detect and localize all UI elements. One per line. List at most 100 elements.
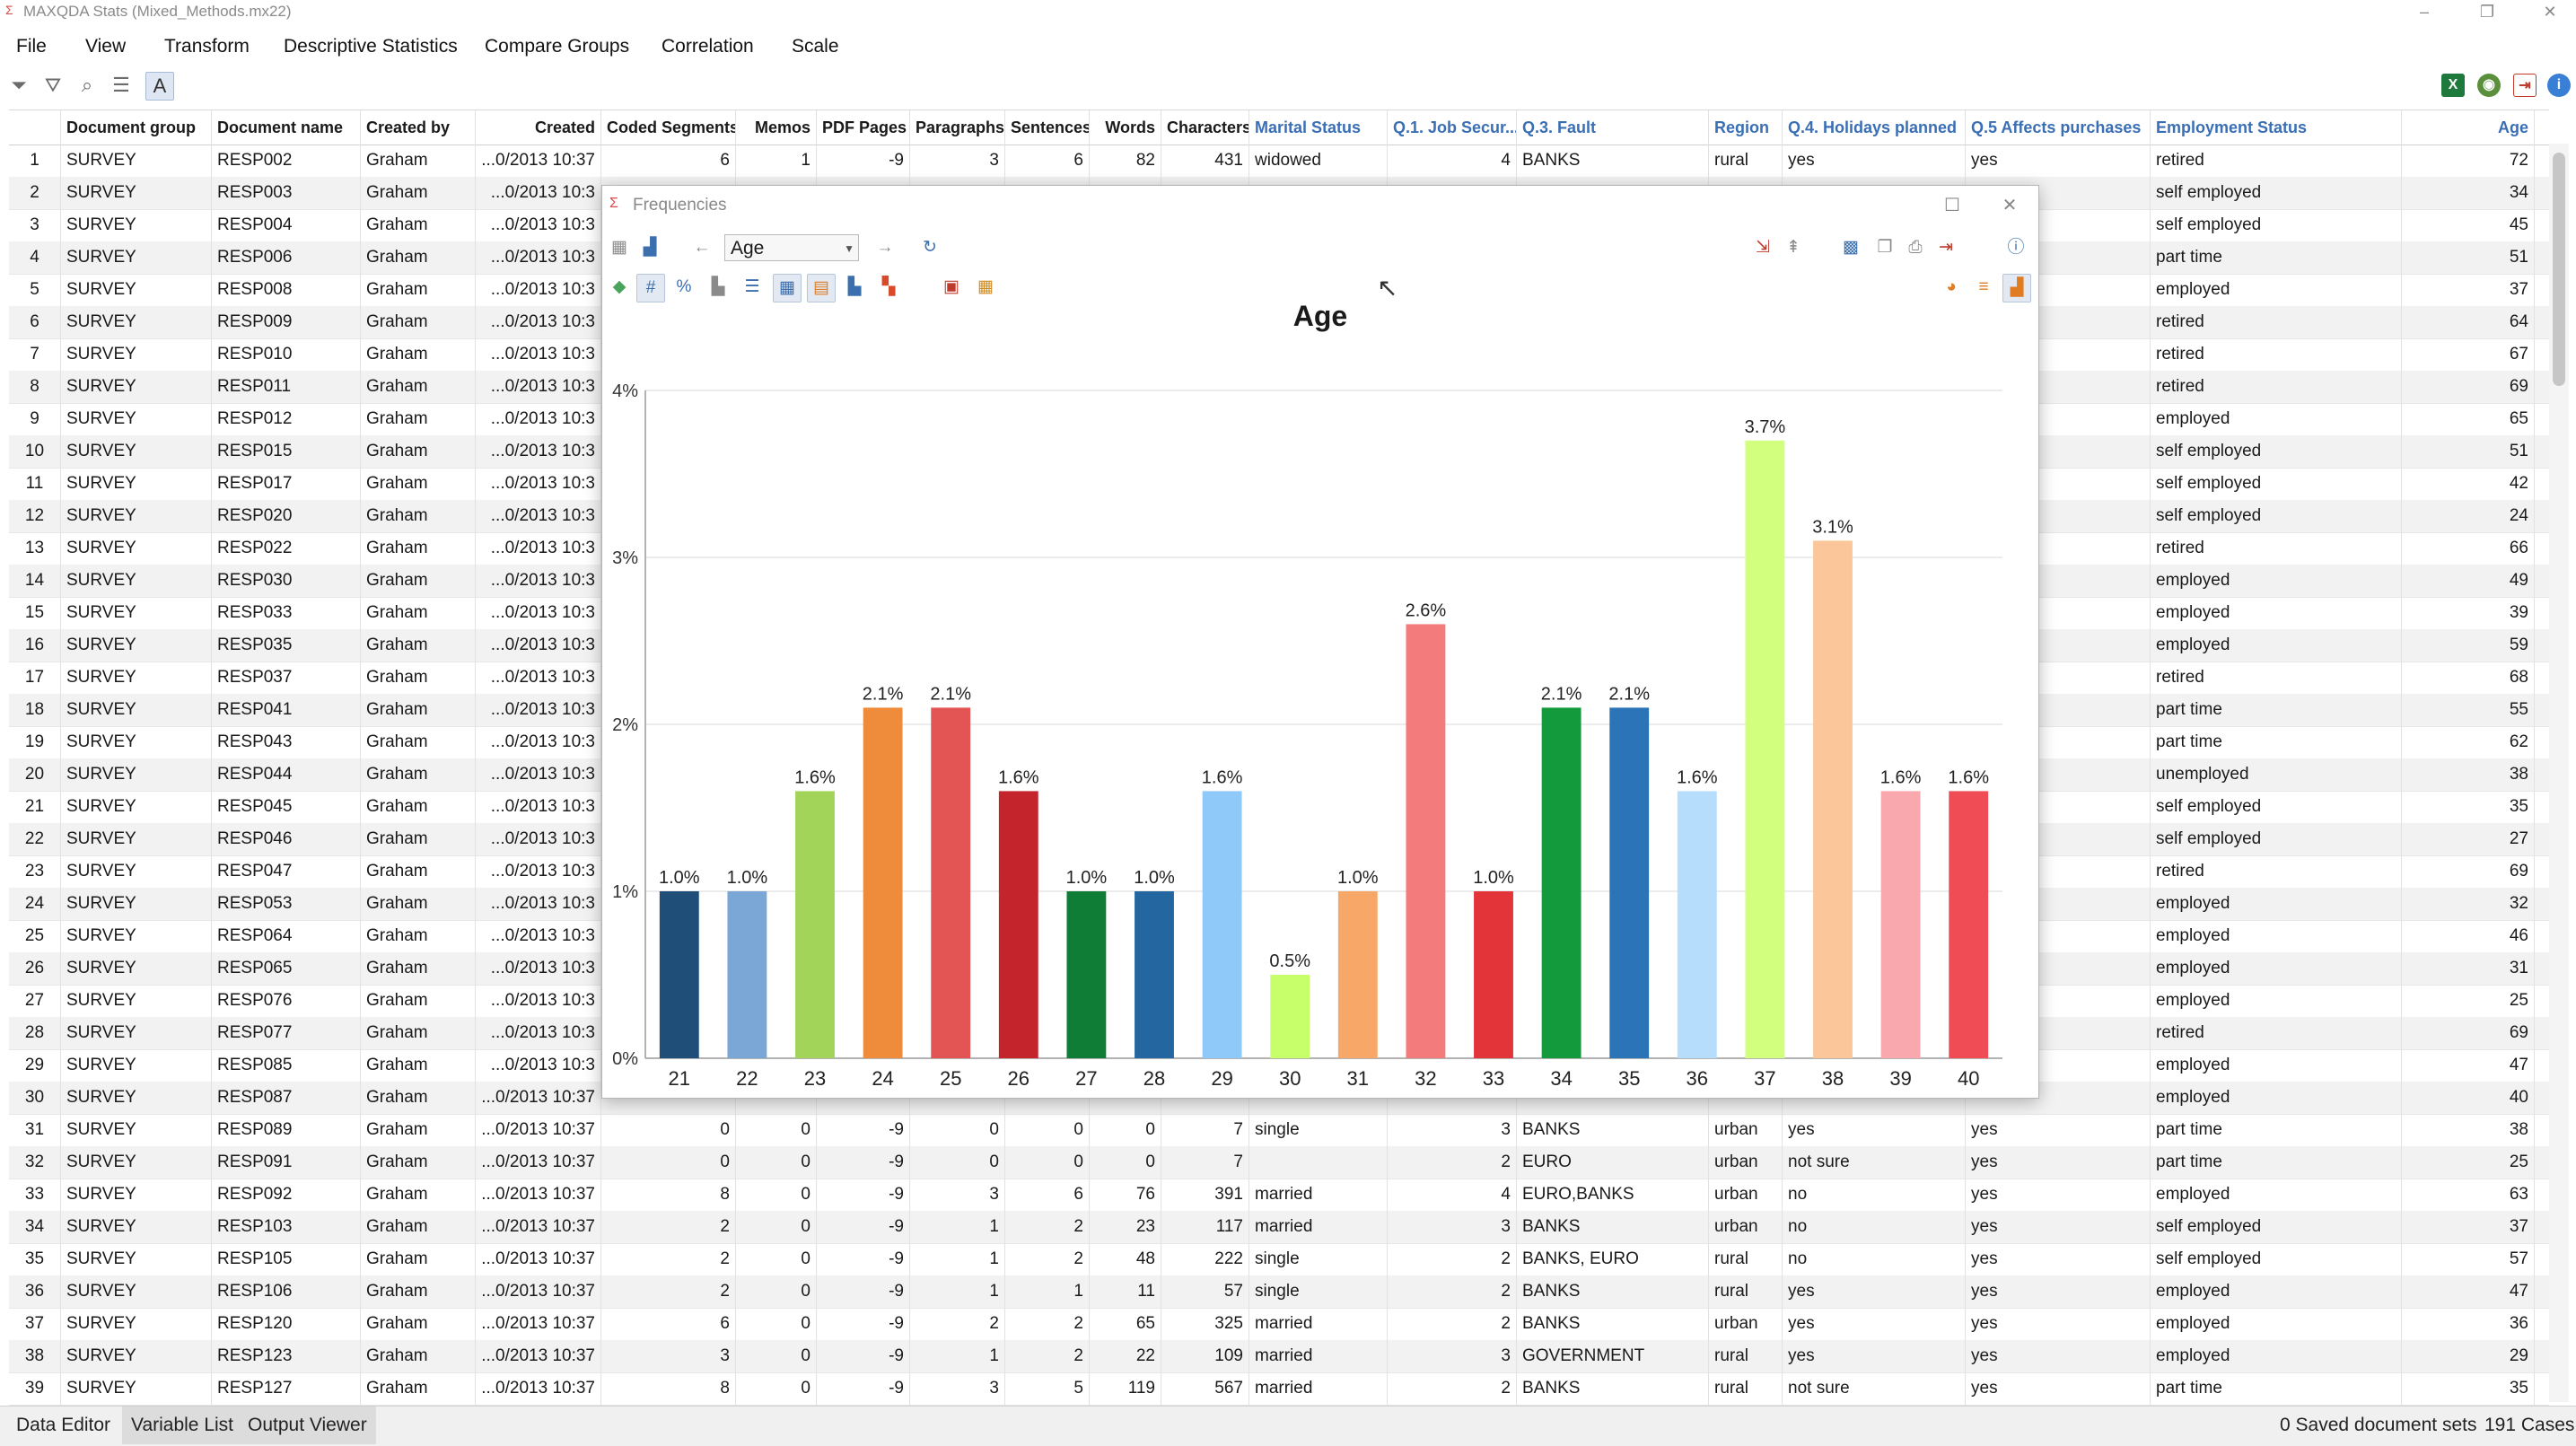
table-cell[interactable]: 2 — [1388, 1275, 1517, 1308]
table-cell[interactable]: 0 — [736, 1340, 817, 1372]
table-cell[interactable]: 2 — [1005, 1243, 1090, 1275]
bar[interactable] — [1541, 707, 1582, 1058]
bar[interactable] — [1745, 440, 1785, 1058]
table-cell[interactable]: Graham — [361, 952, 476, 985]
table-cell[interactable]: 1 — [910, 1275, 1005, 1308]
table-cell[interactable]: RESP008 — [212, 274, 361, 306]
horizontal-bar-icon[interactable]: ≡ — [1978, 277, 1989, 296]
refresh-icon[interactable]: ↻ — [923, 238, 937, 257]
column-header[interactable]: Characters — [1161, 110, 1249, 145]
table-cell[interactable]: RESP012 — [212, 403, 361, 435]
table-cell[interactable]: 63 — [2402, 1179, 2535, 1211]
help-icon[interactable]: ⓘ — [2007, 238, 2025, 257]
table-cell[interactable]: 0 — [736, 1179, 817, 1211]
vertical-scrollbar[interactable] — [2549, 144, 2569, 1402]
table-cell[interactable]: 0 — [1090, 1146, 1161, 1179]
table-cell[interactable]: part time — [2151, 694, 2402, 726]
table-cell[interactable]: retired — [2151, 1017, 2402, 1049]
table-cell[interactable] — [1249, 1146, 1388, 1179]
column-header[interactable]: Document name — [212, 110, 361, 145]
table-cell[interactable]: self employed — [2151, 435, 2402, 468]
table-cell[interactable]: ...0/2013 10:37 — [476, 1179, 601, 1211]
table-cell[interactable]: ...0/2013 10:3 — [476, 952, 601, 985]
table-cell[interactable]: 82 — [1090, 145, 1161, 177]
table-cell[interactable]: ...0/2013 10:3 — [476, 985, 601, 1017]
table-cell[interactable]: Graham — [361, 435, 476, 468]
restore-button[interactable]: ❐ — [2479, 3, 2495, 21]
table-cell[interactable]: Graham — [361, 177, 476, 209]
table-cell[interactable]: yes — [1966, 1211, 2151, 1243]
table-cell[interactable]: 7 — [1161, 1146, 1249, 1179]
table-cell[interactable]: BANKS — [1517, 1308, 1709, 1340]
table-cell[interactable]: 31 — [2402, 952, 2535, 985]
table-cell[interactable]: -9 — [817, 145, 910, 177]
table-row[interactable]: 39 SURVEY RESP127 Graham ...0/2013 10:37 8 0 -9… — [9, 1372, 2549, 1406]
bar[interactable] — [1202, 791, 1242, 1058]
table-cell[interactable]: ...0/2013 10:3 — [476, 274, 601, 306]
table-cell[interactable]: self employed — [2151, 209, 2402, 241]
table-cell[interactable]: ...0/2013 10:37 — [476, 1308, 601, 1340]
table-cell[interactable]: SURVEY — [61, 338, 212, 371]
table-cell[interactable]: SURVEY — [61, 532, 212, 565]
table-cell[interactable]: SURVEY — [61, 726, 212, 758]
table-cell[interactable]: 0 — [1005, 1146, 1090, 1179]
table-cell[interactable]: SURVEY — [61, 1275, 212, 1308]
column-header[interactable]: PDF Pages — [817, 110, 910, 145]
table-cell[interactable]: SURVEY — [61, 1308, 212, 1340]
table-row[interactable]: 1 SURVEY RESP002 Graham ...0/2013 10:37 6 1 -9 3… — [9, 145, 2549, 178]
table-cell[interactable]: employed — [2151, 1275, 2402, 1308]
table-cell[interactable]: Graham — [361, 888, 476, 920]
table-cell[interactable]: 0 — [601, 1146, 736, 1179]
bar[interactable] — [659, 891, 699, 1058]
table-cell[interactable]: SURVEY — [61, 1340, 212, 1372]
table-cell[interactable]: -9 — [817, 1179, 910, 1211]
table-cell[interactable]: 29 — [2402, 1340, 2535, 1372]
table-cell[interactable]: retired — [2151, 532, 2402, 565]
vertical-bar-icon[interactable]: ▟ — [2002, 274, 2031, 302]
table-cell[interactable]: Graham — [361, 1049, 476, 1082]
table-cell[interactable]: ...0/2013 10:37 — [476, 1082, 601, 1114]
highlight-icon[interactable]: ▣ — [943, 277, 959, 296]
table-cell[interactable]: ...0/2013 10:3 — [476, 468, 601, 500]
table-row[interactable]: 34 SURVEY RESP103 Graham ...0/2013 10:37 2 0 -9… — [9, 1211, 2549, 1244]
table-view-icon[interactable]: ▦ — [611, 238, 627, 257]
frequencies-close-button[interactable]: ✕ — [2002, 196, 2018, 215]
table-cell[interactable]: 38 — [2402, 1114, 2535, 1146]
table-cell[interactable]: Graham — [361, 306, 476, 338]
table-cell[interactable]: Graham — [361, 145, 476, 177]
column-header[interactable]: Marital Status — [1249, 110, 1388, 145]
table-cell[interactable]: RESP017 — [212, 468, 361, 500]
frequencies-maximize-button[interactable]: ☐ — [1944, 196, 1960, 215]
table-cell[interactable]: SURVEY — [61, 1114, 212, 1146]
bar[interactable] — [1677, 791, 1717, 1058]
table-cell[interactable]: 2 — [1388, 1243, 1517, 1275]
table-cell[interactable]: SURVEY — [61, 1049, 212, 1082]
table-cell[interactable]: RESP037 — [212, 662, 361, 694]
table-cell[interactable]: SURVEY — [61, 565, 212, 597]
table-cell[interactable]: SURVEY — [61, 1146, 212, 1179]
table-cell[interactable] — [1966, 500, 2151, 532]
table-cell[interactable]: yes — [1783, 145, 1966, 177]
table-cell[interactable]: 0 — [736, 1146, 817, 1179]
print-icon[interactable]: ⎙ — [1908, 238, 1923, 257]
table-cell[interactable] — [1966, 662, 2151, 694]
table-cell[interactable]: 325 — [1161, 1308, 1249, 1340]
table-row[interactable]: 21 SURVEY RESP045 Graham ...0/2013 10:3 self … — [9, 791, 2549, 824]
table-cell[interactable]: 34 — [2402, 177, 2535, 209]
table-row[interactable]: 15 SURVEY RESP033 Graham ...0/2013 10:3 emplo… — [9, 597, 2549, 630]
table-cell[interactable]: Graham — [361, 565, 476, 597]
column-header[interactable]: Sentences — [1005, 110, 1090, 145]
table-cell[interactable]: RESP087 — [212, 1082, 361, 1114]
table-cell[interactable]: 2 — [1388, 1146, 1517, 1179]
table-cell[interactable]: 6 — [1005, 145, 1090, 177]
table-cell[interactable]: part time — [2151, 241, 2402, 274]
table-cell[interactable]: 2 — [601, 1211, 736, 1243]
table-cell[interactable] — [1966, 565, 2151, 597]
table-cell[interactable]: 2 — [1005, 1211, 1090, 1243]
table-cell[interactable] — [1966, 274, 2151, 306]
table-cell[interactable]: retired — [2151, 306, 2402, 338]
table-cell[interactable]: 47 — [2402, 1049, 2535, 1082]
table-cell[interactable]: SURVEY — [61, 1179, 212, 1211]
table-cell[interactable]: retired — [2151, 145, 2402, 177]
column-header[interactable]: Q.5 Affects purchases — [1966, 110, 2151, 145]
